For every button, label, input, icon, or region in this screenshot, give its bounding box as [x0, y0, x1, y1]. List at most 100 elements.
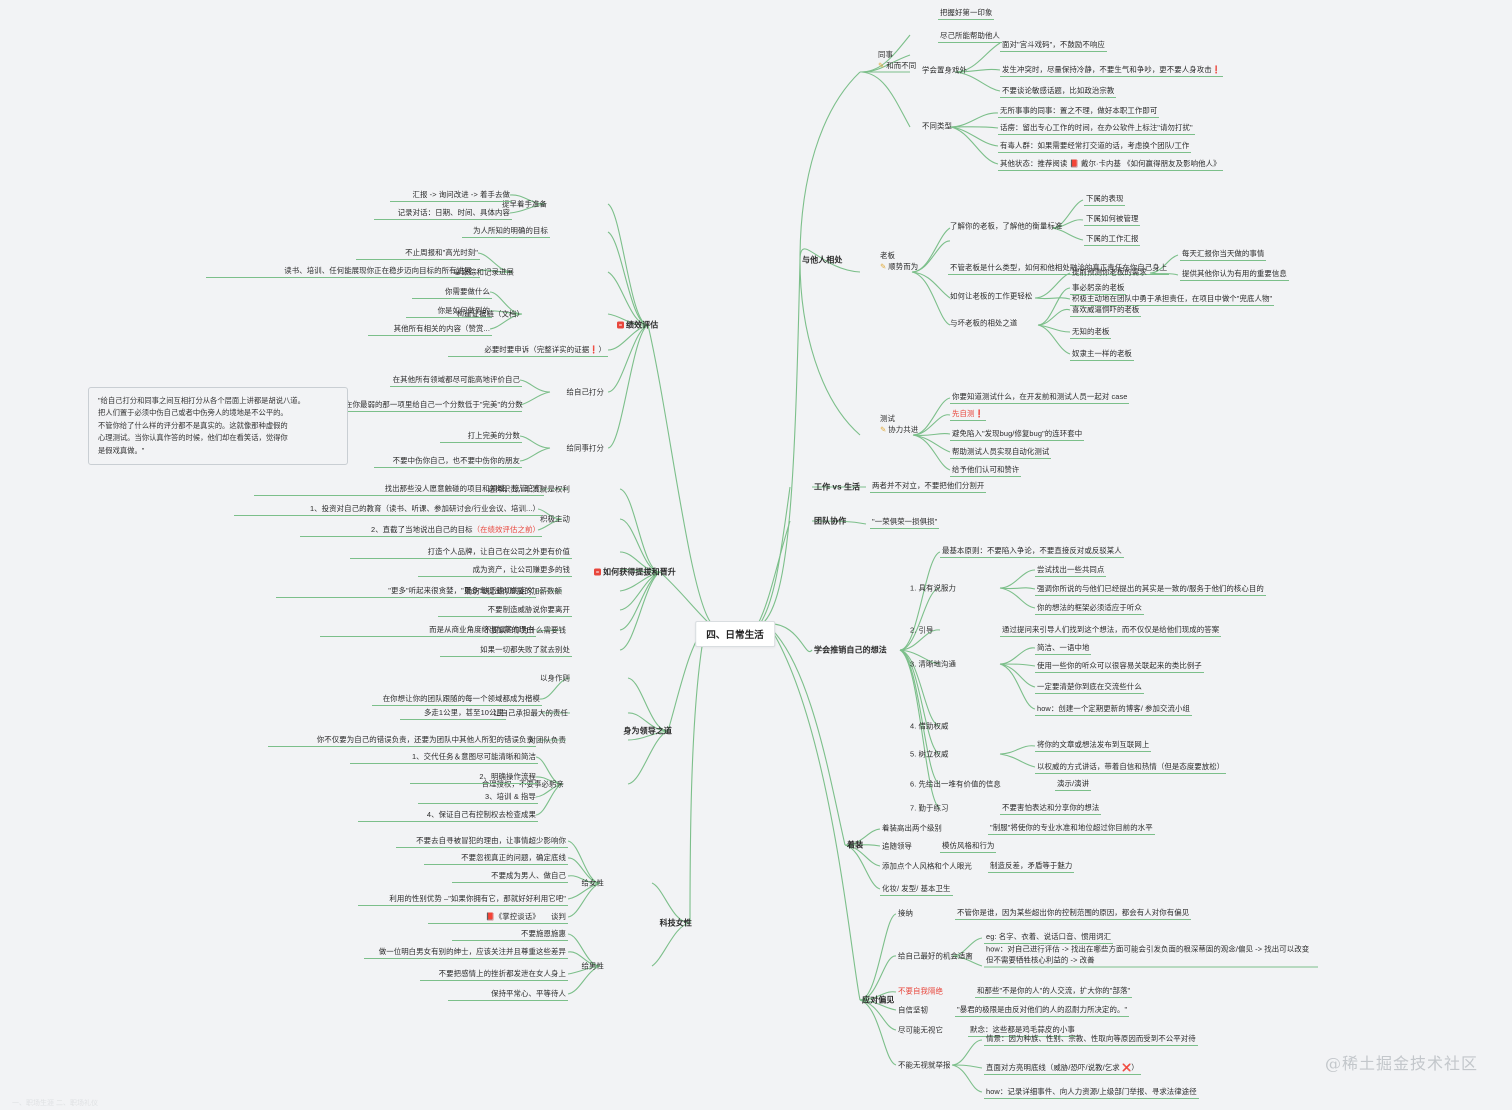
node-bad-boss-2[interactable]: 喜欢威逼恫吓的老板	[1070, 303, 1142, 317]
branch-sell-ideas[interactable]: 学会推销自己的想法	[814, 645, 887, 655]
node-evidence-1[interactable]: 你需要做什么	[412, 285, 492, 299]
node-drama-1[interactable]: 面对"宫斗戏码"，不鼓励不响应	[1000, 38, 1107, 52]
node-take-most-responsibility[interactable]: 让自己承担最大的责任	[493, 708, 568, 718]
node-proactive[interactable]: 积极主动	[540, 514, 570, 524]
node-be-asset[interactable]: 成为资产，让公司赚更多的钱	[418, 563, 572, 577]
node-bias-report-2[interactable]: 直面对方亮明底线（威胁/恐吓/说教/乞求 ❌）	[984, 1061, 1141, 1075]
node-clear-1[interactable]: 简洁、一语中地	[1035, 641, 1092, 655]
node-rate-self-2[interactable]: 只有在你最弱的那一项里给自己一个分数低于"完美"的分数	[328, 398, 523, 412]
node-build-authority-1[interactable]: 将你的文章或想法发布到互联网上	[1035, 738, 1152, 752]
node-clear-communication[interactable]: 3. 清晰地沟通	[910, 659, 956, 669]
node-track-progress[interactable]: 😀跟踪和记录进展	[453, 267, 514, 277]
node-ask-raise-1[interactable]: "更多"听起来很贪婪，"更多"缺乏确切的定义	[276, 584, 536, 598]
node-persuasive[interactable]: 1. 具有说服力	[910, 583, 956, 593]
node-bias-report-1[interactable]: 情景：因为种族、性别、宗教、性取向等原因而受到不公平对待	[984, 1032, 1198, 1046]
node-rate-self[interactable]: 给自己打分	[566, 387, 604, 397]
branch-leadership[interactable]: 身为领导之道	[623, 726, 672, 736]
node-delegate-2[interactable]: 2、明确操作流程	[410, 770, 538, 784]
branch-dressing[interactable]: 着装	[847, 840, 864, 850]
node-bias-ignore[interactable]: 尽可能无视它	[898, 1025, 943, 1035]
branch-promotion[interactable]: 如何获得提拔和晋升	[592, 566, 678, 579]
node-clear-4[interactable]: how：创建一个定期更新的博客/ 参加交流小组	[1035, 702, 1192, 716]
node-bias-best-chance[interactable]: 给自己最好的机会适离	[898, 951, 973, 961]
node-bias-no-isolation-1[interactable]: 和那些"不是你的人"的人交流，扩大你的"部落"	[975, 984, 1133, 998]
node-evidence-2[interactable]: 你是如何做到的	[406, 304, 492, 318]
node-personal-brand[interactable]: 打造个人品牌，让自己在公司之外更有价值	[350, 545, 572, 559]
node-for-men-3[interactable]: 不要把感情上的挫折都发泄在女人身上	[420, 967, 568, 981]
node-delegate-4[interactable]: 4、保证自己有控制权去检查成果	[358, 808, 538, 822]
node-for-women-5[interactable]: 📕《掌控谈话》 谈判	[428, 910, 568, 924]
branch-team-collab[interactable]: 团队协作	[814, 516, 847, 526]
node-responsible-for-team-1[interactable]: 你不仅要为自己的错误负责，还要为团队中其他人所犯的错误负责	[268, 733, 536, 747]
node-boss-metric-1[interactable]: 下属的表现	[1084, 192, 1126, 206]
node-guide-1[interactable]: 通过提问来引导人们找到这个想法，而不仅仅是给他们现成的答案	[1000, 623, 1222, 637]
node-for-women-2[interactable]: 不要忽视真正的问题，确定底线	[424, 851, 568, 865]
branch-work-vs-life[interactable]: 工作 vs 生活	[814, 482, 861, 492]
node-bad-boss-3[interactable]: 无知的老板	[1070, 325, 1112, 339]
node-choose-duty[interactable]: 选择职责，职责就是权利	[487, 484, 570, 494]
node-prepare-2[interactable]: 记录对话：日期、时间、具体内容	[374, 206, 512, 220]
node-anticipate-needs[interactable]: 提前预测你老板的需求	[1072, 267, 1147, 277]
node-responsible-for-team[interactable]: 对团队负责	[528, 735, 566, 745]
node-boss-responsibility[interactable]: 不管老板是什么类型，如何和他相处融洽的真正责任在你自己身上	[948, 261, 1170, 275]
node-bias-accept-1[interactable]: 不管你是谁，因为某些超出你的控制范围的原因，都会有人对你有偏见	[955, 906, 1192, 920]
node-guide[interactable]: 2. 引导	[910, 625, 934, 635]
node-bias-report-3[interactable]: how：记录详细事件、向人力资源/上级部门举报、寻求法律途径	[984, 1085, 1199, 1099]
node-bias-confidence[interactable]: 自信坚韧	[898, 1005, 928, 1015]
node-proactive-2[interactable]: 2、直截了当地说出自己的目标（在绩效评估之前）	[300, 523, 542, 537]
node-go-elsewhere[interactable]: 如果一切都失败了就去别处	[440, 643, 572, 657]
node-lead-by-example[interactable]: 以身作则	[540, 673, 570, 683]
node-self-test[interactable]: 先自测❗	[950, 407, 986, 421]
node-dress-uniform[interactable]: "制服"将使你的专业水准和地位超过你目前的水平	[988, 821, 1155, 835]
node-rate-self-1[interactable]: 在其他所有领域都尽可能高地评价自己	[390, 373, 522, 387]
node-ask-raise[interactable]: 确切地提出你想要的加薪数额	[464, 586, 562, 596]
branch-bias[interactable]: 应对偏见	[862, 995, 895, 1005]
node-personal-style[interactable]: 添加点个人风格和个人眼光	[882, 861, 972, 871]
node-rate-peers[interactable]: 给同事打分	[566, 443, 604, 453]
node-colleague-types[interactable]: 不同类型	[922, 121, 952, 131]
node-testing[interactable]: 测试 ✎ 协力共进	[878, 412, 920, 436]
node-dress-two-levels[interactable]: 着装高出两个级别	[882, 823, 942, 833]
node-useful-info[interactable]: 提供其他你认为有用的重要信息	[1180, 267, 1289, 281]
node-for-men[interactable]: 给男性	[581, 961, 604, 971]
node-bad-boss[interactable]: 与坏老板的相处之道	[950, 318, 1018, 328]
node-type-2[interactable]: 话痨：留出专心工作的时间，在办公软件上标注"请勿打扰"	[998, 121, 1195, 135]
node-bug-loop[interactable]: 避免陷入"发现bug/修复bug"的连环套中	[950, 427, 1085, 441]
node-prepare-early[interactable]: 提早着手准备	[502, 199, 547, 209]
node-no-threat[interactable]: 不要制造威胁说你要离开	[438, 603, 572, 617]
node-build-authority-2[interactable]: 以权威的方式讲话，带着自信和热情（但是态度要放松）	[1035, 760, 1227, 774]
node-extra-mile[interactable]: 多走1公里，甚至10公里	[400, 706, 506, 720]
node-lead-by-example-1[interactable]: 在你想让你的团队跟随的每一个领域都成为楷模	[372, 692, 542, 706]
node-delegate-3[interactable]: 3、培训 & 指导	[418, 790, 538, 804]
node-bias-no-isolation[interactable]: 不要自我隔绝	[898, 986, 943, 996]
branch-women-in-tech[interactable]: 科技女性	[659, 918, 692, 928]
node-clear-2[interactable]: 使用一些你的听众可以很容易关联起来的类比例子	[1035, 659, 1204, 673]
node-for-men-1[interactable]: 不要施恩施惠	[452, 927, 568, 941]
node-build-authority[interactable]: 5. 树立权威	[910, 749, 949, 759]
node-follow-leader[interactable]: 追随领导	[882, 841, 912, 851]
node-delegate-1[interactable]: 1、交代任务＆意图尽可能清晰和简洁	[350, 750, 538, 764]
node-stay-out-of-drama[interactable]: 学会置身戏外	[922, 65, 967, 75]
node-leverage-authority[interactable]: 4. 借助权威	[910, 721, 949, 731]
node-type-4[interactable]: 其他状态：推荐阅读 📕 戴尔·卡内基 《如何赢得朋友及影响他人》	[998, 157, 1223, 171]
node-bias-eg[interactable]: eg: 名字、衣着、说话口音、惯用词汇	[984, 930, 1114, 944]
node-personal-style-1[interactable]: 制造反差，矛盾等于魅力	[988, 859, 1075, 873]
node-rate-peers-1[interactable]: 打上完美的分数	[440, 429, 522, 443]
node-persuasive-1[interactable]: 尝试找出一些共同点	[1035, 563, 1107, 577]
node-persuasive-2[interactable]: 强调你所说的与他们已经提出的其实是一致的/服务于他们的核心目的	[1035, 582, 1266, 596]
branch-performance-review[interactable]: 绩效评估	[615, 319, 660, 332]
node-boss-metric-2[interactable]: 下属如何被管理	[1084, 212, 1141, 226]
node-follow-leader-1[interactable]: 模仿风格和行为	[940, 839, 997, 853]
node-for-men-2[interactable]: 做一位明白男女有别的绅士，应该关注并且尊重这些差异	[364, 945, 568, 959]
node-take-responsibility[interactable]: 积极主动地在团队中勇于承担责任，在项目中做个"兜底人物"	[1070, 292, 1275, 306]
node-first-impression[interactable]: 把握好第一印象	[938, 6, 995, 20]
node-bias-accept[interactable]: 接纳	[898, 908, 913, 918]
node-bias-ignore-1[interactable]: 默念：这些都是鸡毛蒜皮的小事	[968, 1023, 1077, 1037]
node-track-2[interactable]: 读书、培训、任何能展现你正在稳步迈向目标的所有进展...	[206, 264, 480, 278]
node-for-women-3[interactable]: 不要成为男人、做自己	[452, 869, 568, 883]
node-daily-report[interactable]: 每天汇报你当天做的事情	[1180, 247, 1267, 261]
node-auto-test[interactable]: 帮助测试人员实现自动化测试	[950, 445, 1052, 459]
node-bias-confidence-1[interactable]: "暴君的极限是由反对他们的人的忍耐力所决定的。"	[955, 1003, 1130, 1017]
node-grooming[interactable]: 化妆/ 发型/ 基本卫生	[880, 882, 953, 896]
node-help-others[interactable]: 尽己所能帮助他人	[938, 29, 1002, 43]
